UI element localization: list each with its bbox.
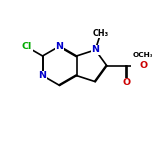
Text: N: N (91, 45, 99, 54)
Text: Cl: Cl (22, 42, 32, 51)
Text: N: N (39, 71, 47, 80)
Text: CH₃: CH₃ (93, 29, 109, 38)
Text: O: O (122, 78, 131, 87)
Text: OCH₃: OCH₃ (133, 52, 152, 58)
Text: N: N (56, 42, 64, 51)
Text: O: O (139, 61, 147, 70)
